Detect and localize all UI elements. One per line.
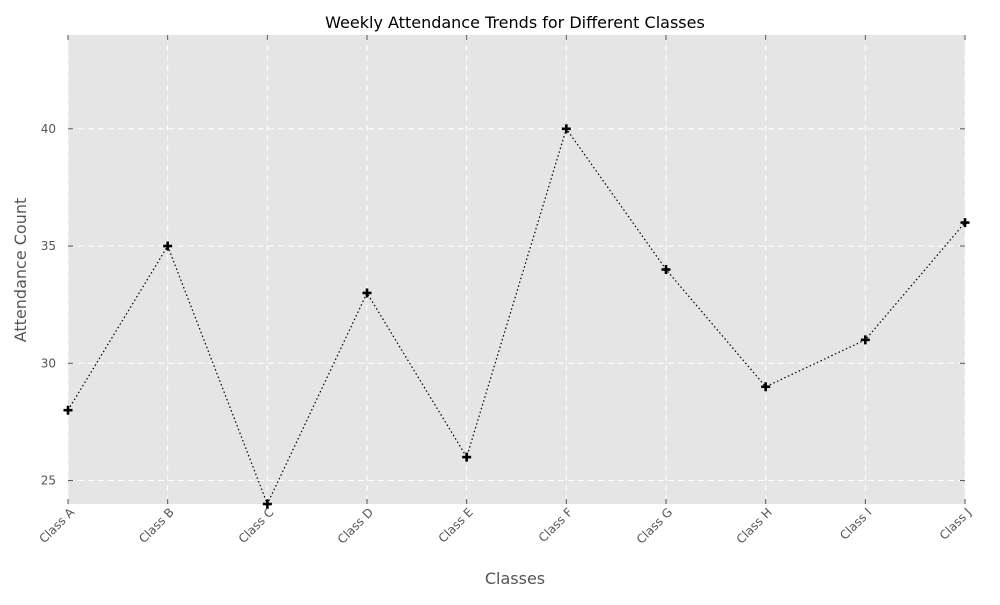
x-tick-label: Class J [937,505,974,542]
data-point [362,288,372,298]
x-tick-label: Class F [536,505,576,545]
x-axis-tick-labels: Class A Class B Class C Class D Class E Class… [36,505,974,547]
y-axis-label: Attendance Count [11,198,30,343]
x-tick-label: Class A [36,505,77,546]
x-tick-label: Class H [734,505,775,546]
x-tick-label: Class G [634,505,675,546]
data-point [462,452,472,462]
data-point [661,265,671,274]
data-point [761,382,771,392]
x-tick-label: Class B [136,505,177,546]
x-tick-label: Class I [837,505,874,542]
data-point [561,124,571,134]
y-axis-tick-labels: 25 30 35 40 [41,122,56,488]
x-axis-label: Classes [485,569,545,588]
data-point [262,499,272,509]
y-tick-label: 35 [41,239,56,253]
data-point [960,218,970,228]
x-tick-label: Class D [335,505,376,546]
x-tick-label: Class E [436,505,476,545]
data-point [63,405,73,415]
chart-title: Weekly Attendance Trends for Different C… [325,13,705,32]
y-tick-label: 25 [41,474,56,488]
data-point [860,335,870,345]
y-tick-label: 30 [41,356,56,370]
data-point [163,241,173,251]
y-tick-label: 40 [41,122,56,136]
data-series [63,124,970,509]
plot-area [68,35,965,504]
x-tick-label: Class C [236,505,277,546]
